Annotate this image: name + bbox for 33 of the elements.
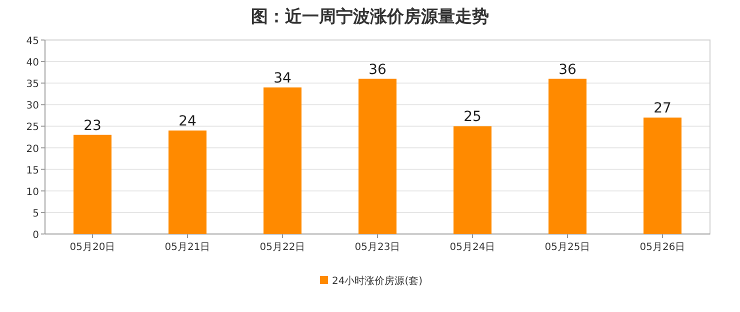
data-label: 34 <box>274 70 292 86</box>
y-tick-label: 25 <box>26 122 39 134</box>
legend-label: 24小时涨价房源(套) <box>332 275 423 287</box>
x-tick-label: 05月20日 <box>70 242 116 253</box>
y-tick-label: 10 <box>26 186 39 198</box>
bar <box>168 130 206 234</box>
bar <box>644 118 682 234</box>
y-tick-label: 5 <box>32 208 39 220</box>
x-tick-label: 05月22日 <box>260 242 306 253</box>
data-label: 27 <box>654 100 672 117</box>
y-tick-label: 20 <box>26 144 39 155</box>
data-label: 25 <box>464 109 482 126</box>
data-label: 36 <box>368 62 386 78</box>
y-tick-label: 40 <box>26 58 39 69</box>
y-tick-label: 0 <box>32 230 39 241</box>
y-tick-label: 15 <box>26 165 39 176</box>
data-label: 24 <box>178 114 196 130</box>
x-tick-label: 05月26日 <box>640 242 686 253</box>
y-tick-label: 45 <box>26 36 39 47</box>
x-tick-label: 05月21日 <box>164 242 210 253</box>
y-tick-label: 30 <box>26 100 39 112</box>
x-tick-label: 05月24日 <box>450 242 496 253</box>
y-tick-label: 35 <box>26 79 39 90</box>
bar <box>548 78 586 234</box>
bar <box>358 78 396 234</box>
x-tick-label: 05月25日 <box>544 242 590 253</box>
bar <box>264 87 302 234</box>
x-tick-label: 05月23日 <box>354 242 400 253</box>
data-label: 23 <box>84 118 102 134</box>
data-label: 36 <box>558 62 576 78</box>
bar <box>454 126 492 234</box>
bar <box>74 134 112 234</box>
chart-title: 图：近一周宁波涨价房源量走势 <box>251 7 489 27</box>
